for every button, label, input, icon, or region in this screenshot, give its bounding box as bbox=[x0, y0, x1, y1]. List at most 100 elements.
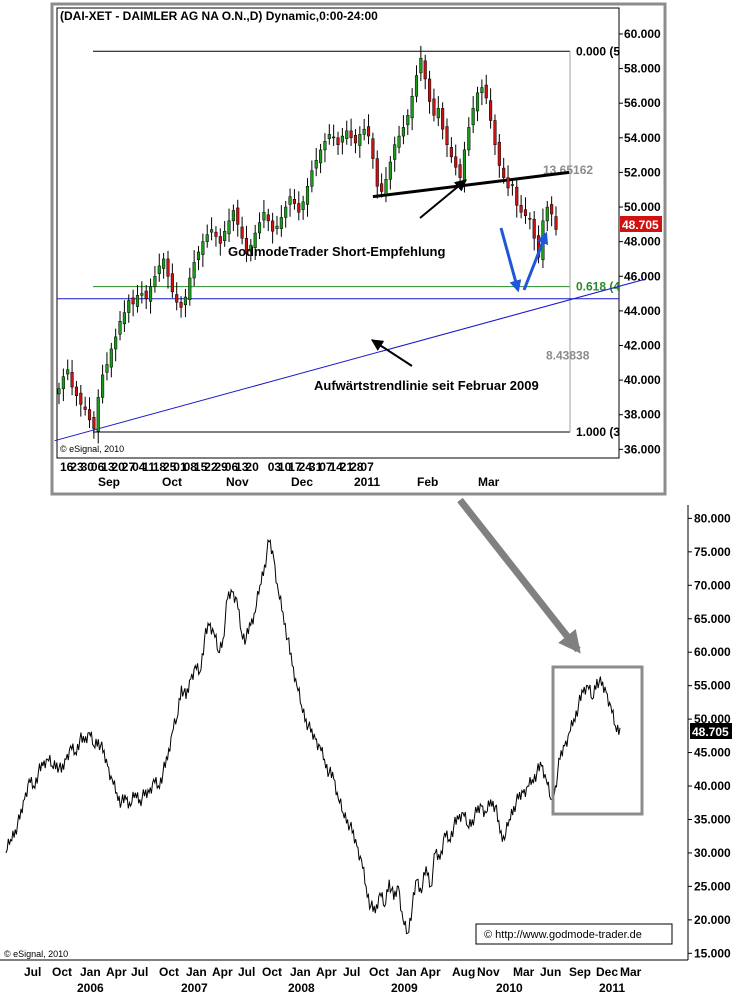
candle-body bbox=[445, 126, 449, 145]
x-year-label: 2007 bbox=[181, 981, 208, 995]
y-tick-label: 42.000 bbox=[624, 339, 661, 353]
candle-body bbox=[358, 134, 362, 146]
candle-body bbox=[523, 209, 528, 216]
candle-body bbox=[196, 251, 201, 261]
x-year-label: 2011 bbox=[599, 981, 625, 995]
y-tick-label: 40.000 bbox=[694, 779, 731, 793]
candle-body bbox=[101, 374, 105, 398]
fib-range-lower: 8.43838 bbox=[546, 348, 590, 362]
y-tick-label: 45.000 bbox=[694, 746, 731, 760]
x-month-label: Jan bbox=[186, 965, 207, 979]
candle-body bbox=[345, 130, 349, 139]
candle-body bbox=[428, 78, 432, 102]
x-day-label: 30 bbox=[81, 460, 95, 474]
candle-body bbox=[288, 196, 292, 205]
candle-body bbox=[502, 167, 506, 178]
candle-body bbox=[227, 220, 231, 235]
candle-body bbox=[157, 265, 161, 274]
y-tick-label: 40.000 bbox=[624, 373, 661, 387]
x-month-label: Oct bbox=[369, 965, 389, 979]
x-month-label: Mar bbox=[478, 475, 500, 489]
x-day-label: 17 bbox=[288, 460, 302, 474]
x-month-label: Jul bbox=[131, 965, 148, 979]
x-day-label: 25 bbox=[163, 460, 177, 474]
candle-body bbox=[240, 226, 244, 239]
candle-body bbox=[305, 186, 310, 205]
candle-body bbox=[201, 241, 205, 255]
x-day-label: 10 bbox=[278, 460, 292, 474]
x-day-label: 04 bbox=[132, 460, 146, 474]
candle-body bbox=[170, 273, 174, 293]
y-tick-label: 48.000 bbox=[624, 235, 661, 249]
x-day-label: 03 bbox=[268, 460, 282, 474]
source-url[interactable]: © http://www.godmode-trader.de bbox=[484, 929, 642, 941]
trendline-arrow bbox=[370, 339, 413, 367]
candle-body bbox=[528, 218, 532, 220]
y-tick-label: 56.000 bbox=[624, 96, 661, 110]
x-day-label: 01 bbox=[173, 460, 187, 474]
candle-body bbox=[131, 297, 135, 305]
x-month-label: Sep bbox=[98, 475, 120, 489]
candle-body bbox=[310, 170, 314, 187]
candle-body bbox=[550, 204, 554, 215]
candle-body bbox=[380, 183, 384, 192]
y-tick-label: 44.000 bbox=[624, 304, 661, 318]
x-month-label: Jul bbox=[238, 965, 255, 979]
candle-body bbox=[262, 211, 266, 221]
candle-body bbox=[179, 301, 183, 308]
candle-body bbox=[327, 134, 331, 139]
bottom-last-price-label: 48.705 bbox=[692, 725, 729, 739]
candle-body bbox=[554, 216, 558, 230]
candle-body bbox=[297, 203, 301, 213]
candle-body bbox=[236, 207, 240, 225]
candle-body bbox=[205, 234, 209, 242]
fib-level-label: 1.000 (3 bbox=[576, 425, 620, 439]
candle-body bbox=[340, 135, 344, 143]
candle-body bbox=[166, 258, 170, 277]
x-year-label: 2006 bbox=[77, 981, 104, 995]
y-tick-label: 60.000 bbox=[694, 645, 731, 659]
candle-body bbox=[458, 164, 462, 178]
candle-body bbox=[114, 336, 118, 350]
candle-body bbox=[323, 141, 327, 151]
candle-body bbox=[454, 156, 458, 168]
candle-body bbox=[414, 75, 419, 97]
y-tick-label: 60.000 bbox=[624, 27, 661, 41]
x-month-label: Jan bbox=[290, 965, 311, 979]
price-line bbox=[5, 538, 621, 935]
x-day-label: 18 bbox=[153, 460, 167, 474]
x-month-label: Jul bbox=[24, 965, 41, 979]
candle-body bbox=[153, 276, 157, 287]
top-watermark: © eSignal, 2010 bbox=[60, 444, 124, 454]
candle-body bbox=[266, 214, 270, 222]
candle-body bbox=[384, 179, 388, 195]
y-tick-label: 70.000 bbox=[694, 578, 731, 592]
bottom-last-price: 48.705 bbox=[690, 723, 732, 739]
candle-body bbox=[388, 161, 392, 180]
candle-body bbox=[87, 409, 92, 421]
candle-body bbox=[332, 136, 336, 139]
candle-body bbox=[393, 144, 397, 160]
candle-body bbox=[218, 236, 222, 244]
candle-body bbox=[532, 218, 536, 239]
candle-body bbox=[118, 321, 122, 335]
y-tick-label: 65.000 bbox=[694, 612, 731, 626]
candle-body bbox=[61, 376, 65, 390]
x-day-label: 23 bbox=[70, 460, 84, 474]
zoom-highlight-box bbox=[551, 665, 644, 816]
candle-body bbox=[371, 138, 375, 159]
candle-body bbox=[162, 258, 166, 269]
candle-body bbox=[519, 205, 523, 213]
candle-body bbox=[349, 130, 353, 139]
x-month-label: Oct bbox=[159, 965, 179, 979]
candle-body bbox=[401, 127, 405, 137]
candle-body bbox=[449, 147, 453, 158]
candle-body bbox=[66, 369, 70, 375]
y-tick-label: 55.000 bbox=[694, 679, 731, 693]
candle-body bbox=[441, 108, 445, 130]
candle-body bbox=[223, 231, 227, 242]
candle-body bbox=[319, 149, 323, 164]
x-day-label: 20 bbox=[245, 460, 259, 474]
